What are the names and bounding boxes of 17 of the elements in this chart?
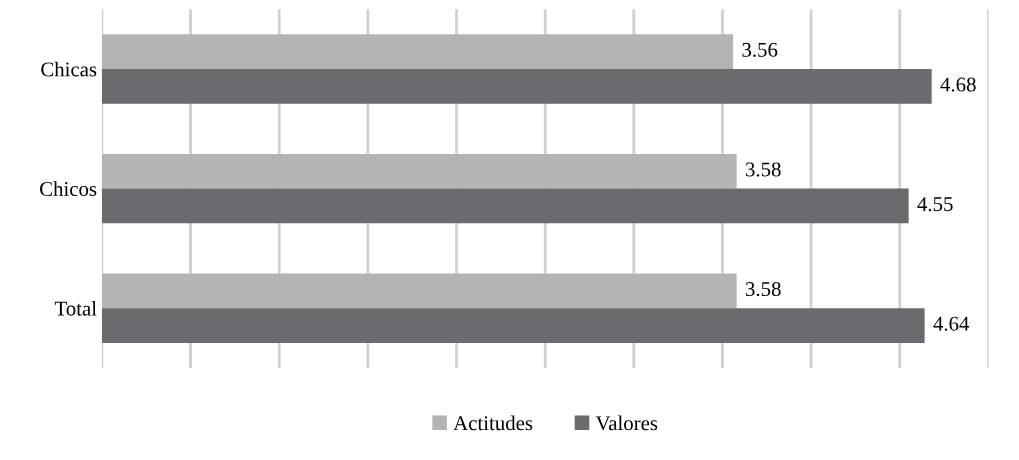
bar [101, 308, 925, 343]
data-label: 4.64 [933, 316, 970, 331]
legend-label: Valores [595, 415, 658, 431]
bar [101, 34, 734, 69]
bar [101, 273, 737, 309]
bar [101, 188, 909, 224]
y-tick-label: Total [54, 300, 97, 316]
data-label: 4.68 [940, 77, 976, 92]
data-label: 3.58 [745, 282, 781, 297]
y-tick-label: Chicas [41, 61, 97, 77]
data-label: 3.58 [745, 162, 781, 177]
data-label: 3.56 [742, 42, 778, 57]
legend-label: Actitudes [453, 415, 533, 431]
bar [101, 153, 737, 189]
y-tick-label: Chicos [40, 181, 97, 197]
data-label: 4.55 [917, 197, 953, 212]
bar [101, 69, 932, 104]
